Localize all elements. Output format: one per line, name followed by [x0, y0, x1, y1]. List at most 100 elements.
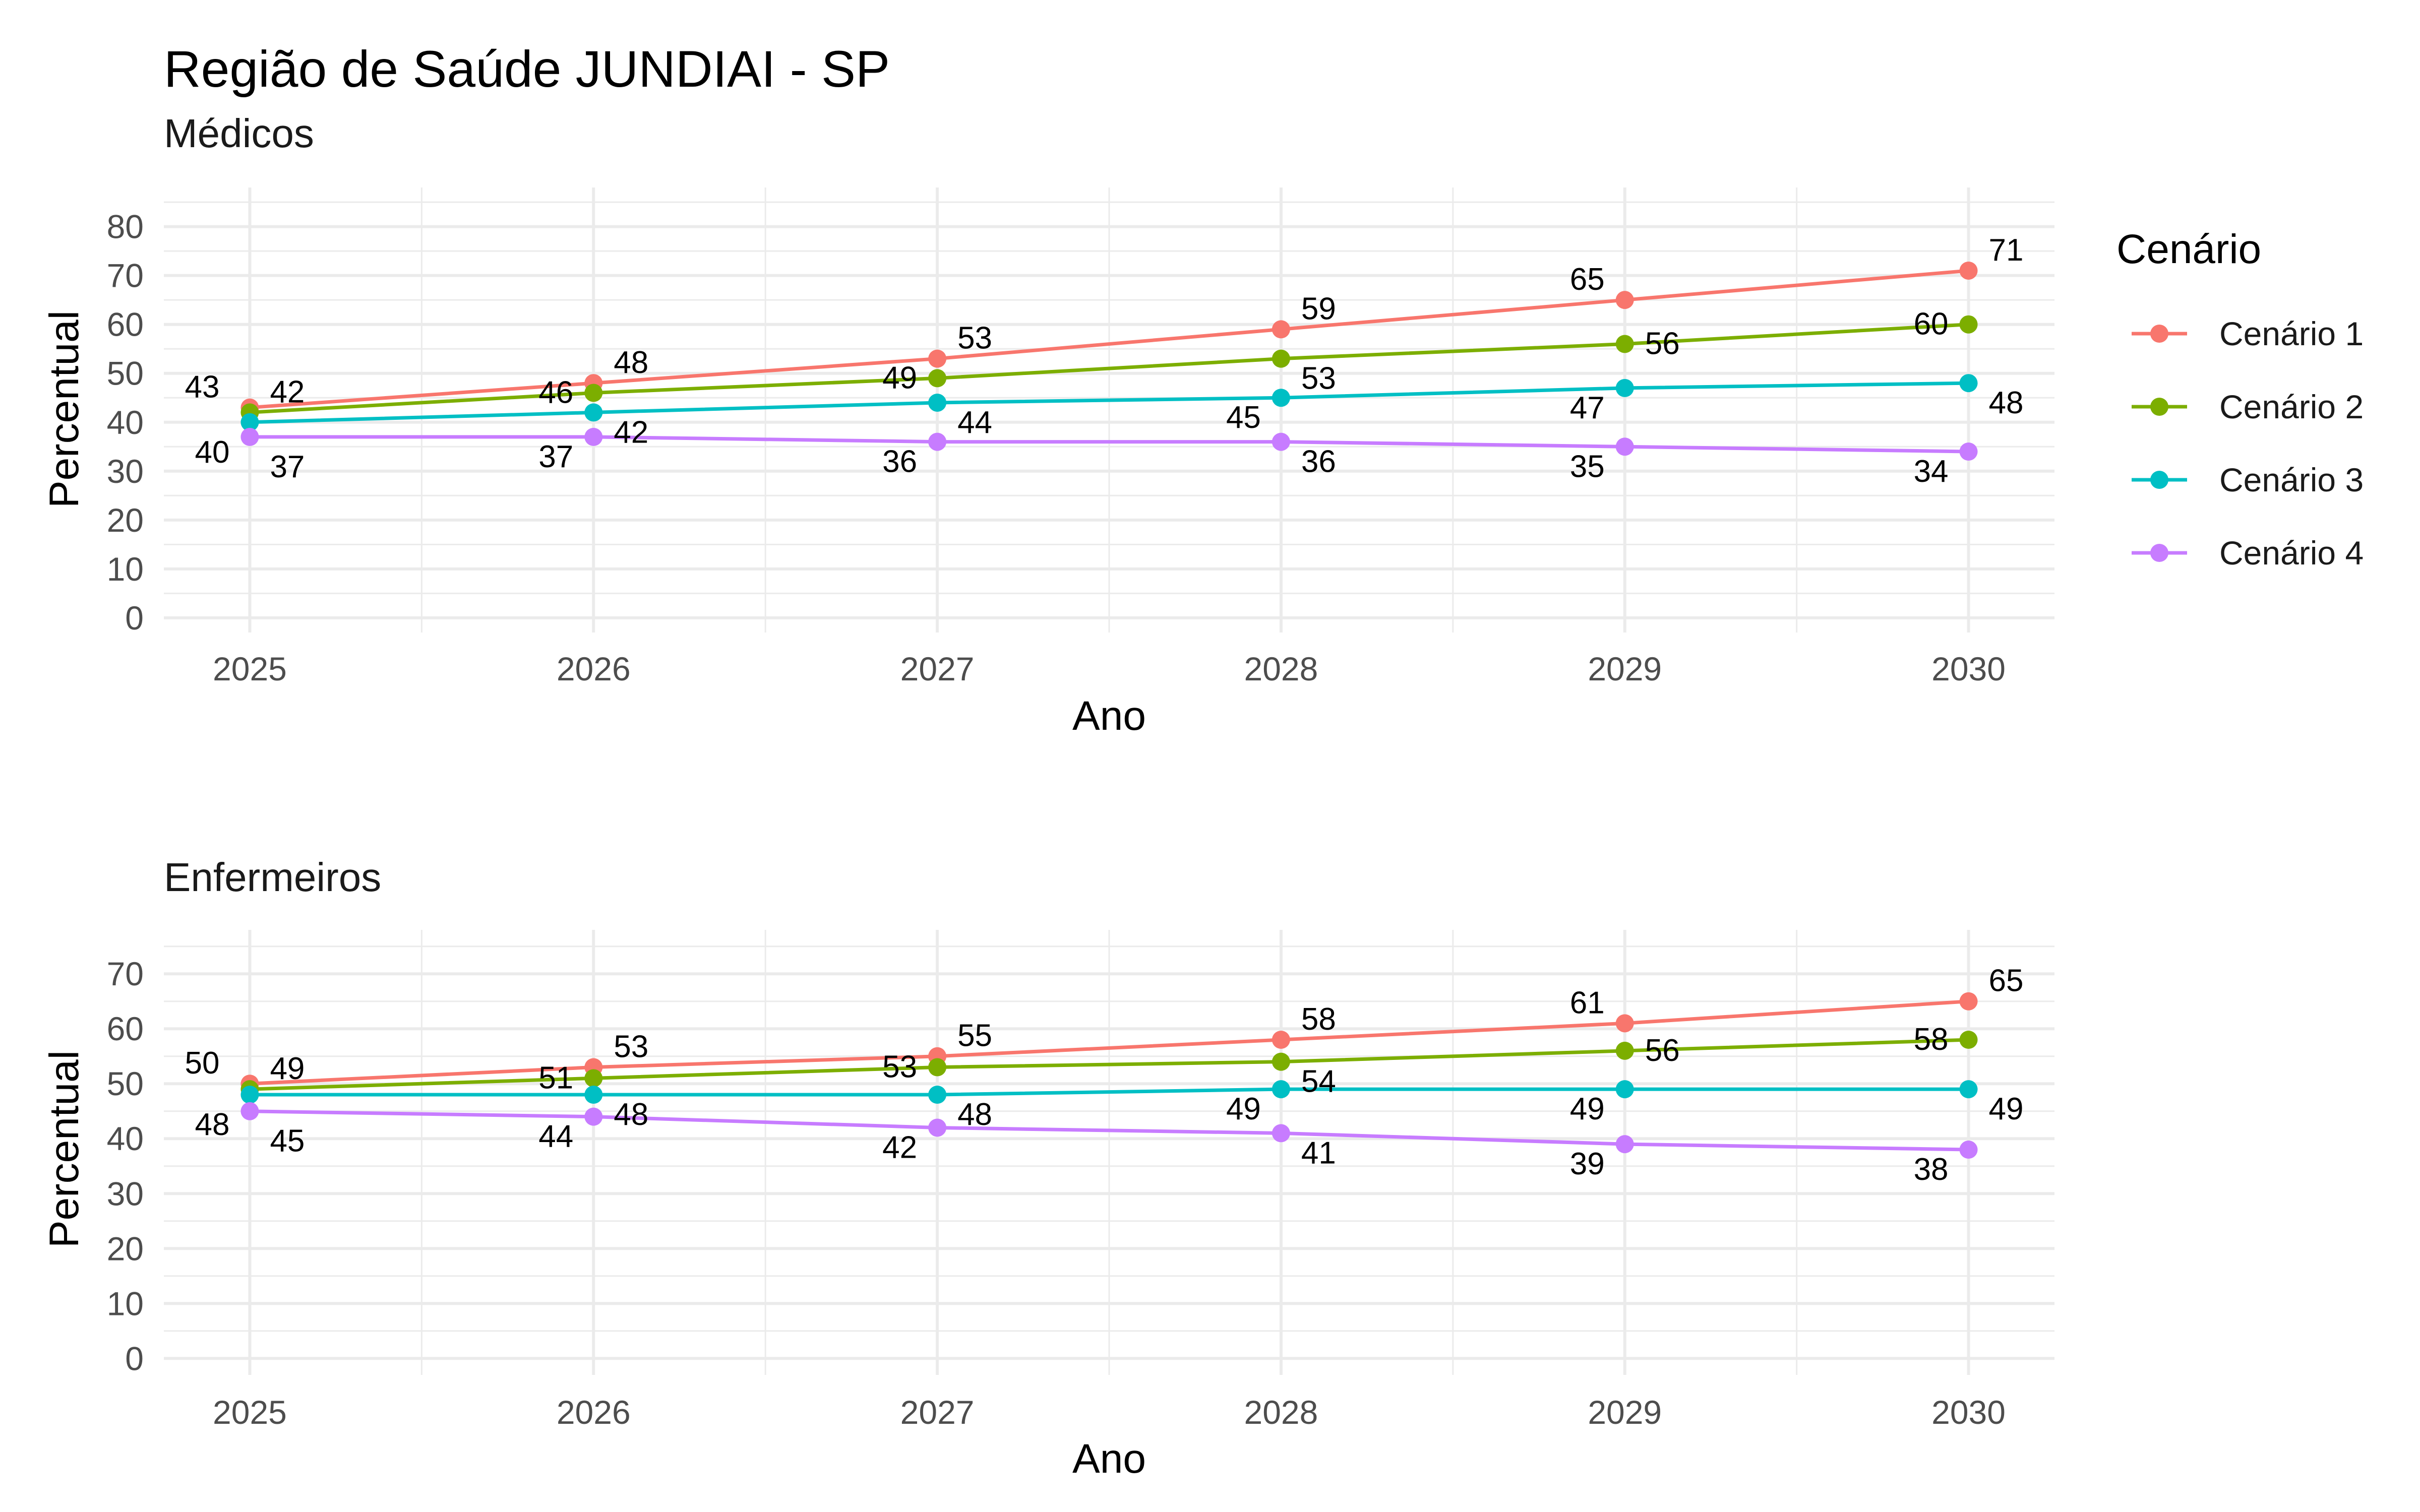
- data-point: [1959, 1031, 1978, 1049]
- legend-item: Cenário 1: [2132, 315, 2364, 352]
- legend-item: Cenário 3: [2132, 461, 2364, 498]
- data-label: 44: [538, 1119, 573, 1154]
- x-tick-label: 2030: [1931, 650, 2006, 687]
- series-3: [240, 1080, 1978, 1104]
- panel-subtitle: Enfermeiros: [164, 855, 381, 900]
- data-point: [1272, 1080, 1290, 1099]
- data-point: [1959, 1080, 1978, 1099]
- grid: [164, 187, 2054, 633]
- data-label: 45: [270, 1124, 305, 1159]
- data-point: [928, 432, 947, 451]
- legend-title: Cenário: [2116, 226, 2261, 272]
- series-line: [250, 1109, 1969, 1152]
- legend-items: Cenário 1 Cenário 2 Cenário 3 Cenário 4: [2132, 315, 2364, 572]
- data-point: [928, 1118, 947, 1137]
- data-point: [928, 369, 947, 388]
- x-tick-label: 2030: [1931, 1394, 2006, 1431]
- x-tick-label: 2029: [1588, 1394, 1662, 1431]
- data-label: 46: [538, 375, 573, 410]
- data-label: 61: [1570, 985, 1605, 1020]
- series-line: [250, 269, 1969, 410]
- y-tick-label: 30: [107, 1175, 144, 1212]
- series-4: [240, 427, 1978, 461]
- data-point: [1615, 291, 1634, 309]
- data-point: [1615, 379, 1634, 397]
- series-4: [240, 1102, 1978, 1159]
- data-label: 36: [1301, 445, 1336, 479]
- data-label: 48: [957, 1097, 992, 1132]
- data-point: [1959, 315, 1978, 334]
- y-tick-label: 10: [107, 550, 144, 588]
- data-label: 58: [1914, 1022, 1949, 1057]
- y-tick-label: 10: [107, 1285, 144, 1322]
- legend-label: Cenário 3: [2219, 461, 2364, 498]
- data-point: [584, 1069, 603, 1088]
- data-point: [1272, 1031, 1290, 1049]
- y-tick-label: 20: [107, 501, 144, 539]
- x-tick-label: 2027: [900, 650, 975, 687]
- data-point: [1272, 1124, 1290, 1143]
- data-point: [584, 1086, 603, 1104]
- y-tick-label: 40: [107, 1120, 144, 1157]
- data-point: [1272, 389, 1290, 407]
- grid: [164, 930, 2054, 1375]
- data-label: 49: [270, 1051, 305, 1086]
- data-point: [584, 403, 603, 422]
- data-labels-3: 48 48 48 49 49 49: [195, 1092, 2023, 1142]
- data-point: [1959, 374, 1978, 393]
- y-tick-label: 0: [125, 599, 144, 637]
- legend-key-point: [2150, 471, 2168, 489]
- x-tick-label: 2029: [1588, 650, 1662, 687]
- data-label: 34: [1914, 454, 1949, 489]
- data-label: 48: [614, 345, 648, 380]
- data-label: 50: [185, 1046, 219, 1081]
- data-label: 40: [195, 435, 229, 470]
- y-axis-title: Percentual: [41, 310, 87, 508]
- data-point: [1272, 432, 1290, 451]
- data-label: 37: [270, 450, 305, 484]
- data-point: [1615, 1041, 1634, 1060]
- data-label: 59: [1301, 291, 1336, 326]
- data-point: [1272, 320, 1290, 339]
- data-label: 37: [538, 439, 573, 474]
- data-point: [1615, 1080, 1634, 1099]
- data-point: [240, 1102, 259, 1120]
- panel-subtitle: Médicos: [164, 111, 314, 156]
- data-label: 53: [957, 321, 992, 356]
- data-labels-4: 45 44 42 41 39 38: [270, 1119, 1948, 1187]
- x-axis-title: Ano: [1072, 693, 1146, 739]
- y-tick-label: 30: [107, 453, 144, 490]
- legend-key-point: [2150, 325, 2168, 343]
- data-labels-2: 42 46 49 53 56 60: [270, 307, 1948, 410]
- data-label: 53: [1301, 361, 1336, 396]
- data-label: 45: [1226, 400, 1261, 435]
- data-label: 49: [1226, 1092, 1261, 1126]
- series-2: [240, 1031, 1978, 1099]
- data-labels-1: 50 53 55 58 61 65: [185, 964, 2023, 1081]
- data-label: 47: [1570, 391, 1605, 425]
- data-point: [1959, 992, 1978, 1011]
- x-axis-title: Ano: [1072, 1436, 1146, 1482]
- data-point: [240, 413, 259, 431]
- x-tick-label: 2027: [900, 1394, 975, 1431]
- data-point: [1959, 442, 1978, 461]
- data-label: 44: [957, 405, 992, 440]
- data-label: 48: [614, 1097, 648, 1132]
- data-point: [1615, 1135, 1634, 1154]
- x-tick-label: 2025: [213, 650, 287, 687]
- series-line: [250, 999, 1969, 1086]
- y-tick-label: 50: [107, 355, 144, 392]
- data-label: 56: [1645, 1033, 1680, 1068]
- data-point: [928, 1086, 947, 1104]
- data-label: 58: [1301, 1002, 1336, 1037]
- data-label: 65: [1570, 262, 1605, 297]
- data-label: 42: [882, 1130, 917, 1165]
- series-line: [250, 435, 1969, 454]
- series-line: [250, 323, 1969, 414]
- y-tick-label: 60: [107, 306, 144, 343]
- data-label: 71: [1989, 233, 2024, 268]
- y-tick-label: 70: [107, 955, 144, 992]
- data-label: 49: [1570, 1092, 1605, 1126]
